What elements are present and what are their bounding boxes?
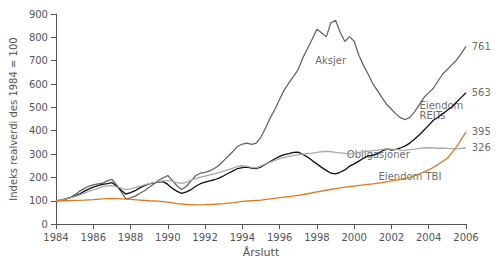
- svg-text:0: 0: [42, 219, 48, 230]
- svg-text:2000: 2000: [341, 232, 366, 243]
- svg-text:900: 900: [29, 9, 48, 20]
- svg-text:Eiendom: Eiendom: [419, 99, 464, 111]
- svg-text:1998: 1998: [304, 232, 329, 243]
- svg-text:100: 100: [29, 195, 48, 206]
- svg-text:1986: 1986: [81, 232, 106, 243]
- svg-text:2006: 2006: [453, 232, 478, 243]
- svg-text:Indeks realverdi des 1984 = 10: Indeks realverdi des 1984 = 100: [8, 37, 19, 200]
- svg-text:200: 200: [29, 172, 48, 183]
- svg-text:300: 300: [29, 149, 48, 160]
- svg-text:600: 600: [29, 79, 48, 90]
- svg-text:2004: 2004: [416, 232, 441, 243]
- svg-text:REITs: REITs: [419, 109, 446, 121]
- svg-text:800: 800: [29, 32, 48, 43]
- svg-text:Eiendom TBI: Eiendom TBI: [379, 171, 442, 182]
- svg-text:563: 563: [472, 87, 491, 98]
- svg-text:1984: 1984: [43, 232, 68, 243]
- svg-text:700: 700: [29, 55, 48, 66]
- svg-text:1988: 1988: [118, 232, 143, 243]
- svg-text:2002: 2002: [379, 232, 404, 243]
- svg-text:1996: 1996: [267, 232, 292, 243]
- svg-text:500: 500: [29, 102, 48, 113]
- svg-text:761: 761: [472, 41, 491, 52]
- svg-text:1990: 1990: [155, 232, 180, 243]
- svg-text:326: 326: [472, 142, 491, 153]
- svg-text:1994: 1994: [230, 232, 255, 243]
- svg-text:400: 400: [29, 125, 48, 136]
- svg-text:Obligasjoner: Obligasjoner: [346, 149, 410, 160]
- svg-text:1992: 1992: [192, 232, 217, 243]
- svg-text:Aksjer: Aksjer: [315, 55, 347, 66]
- svg-text:395: 395: [472, 126, 491, 137]
- svg-text:Årslutt: Årslutt: [243, 246, 280, 259]
